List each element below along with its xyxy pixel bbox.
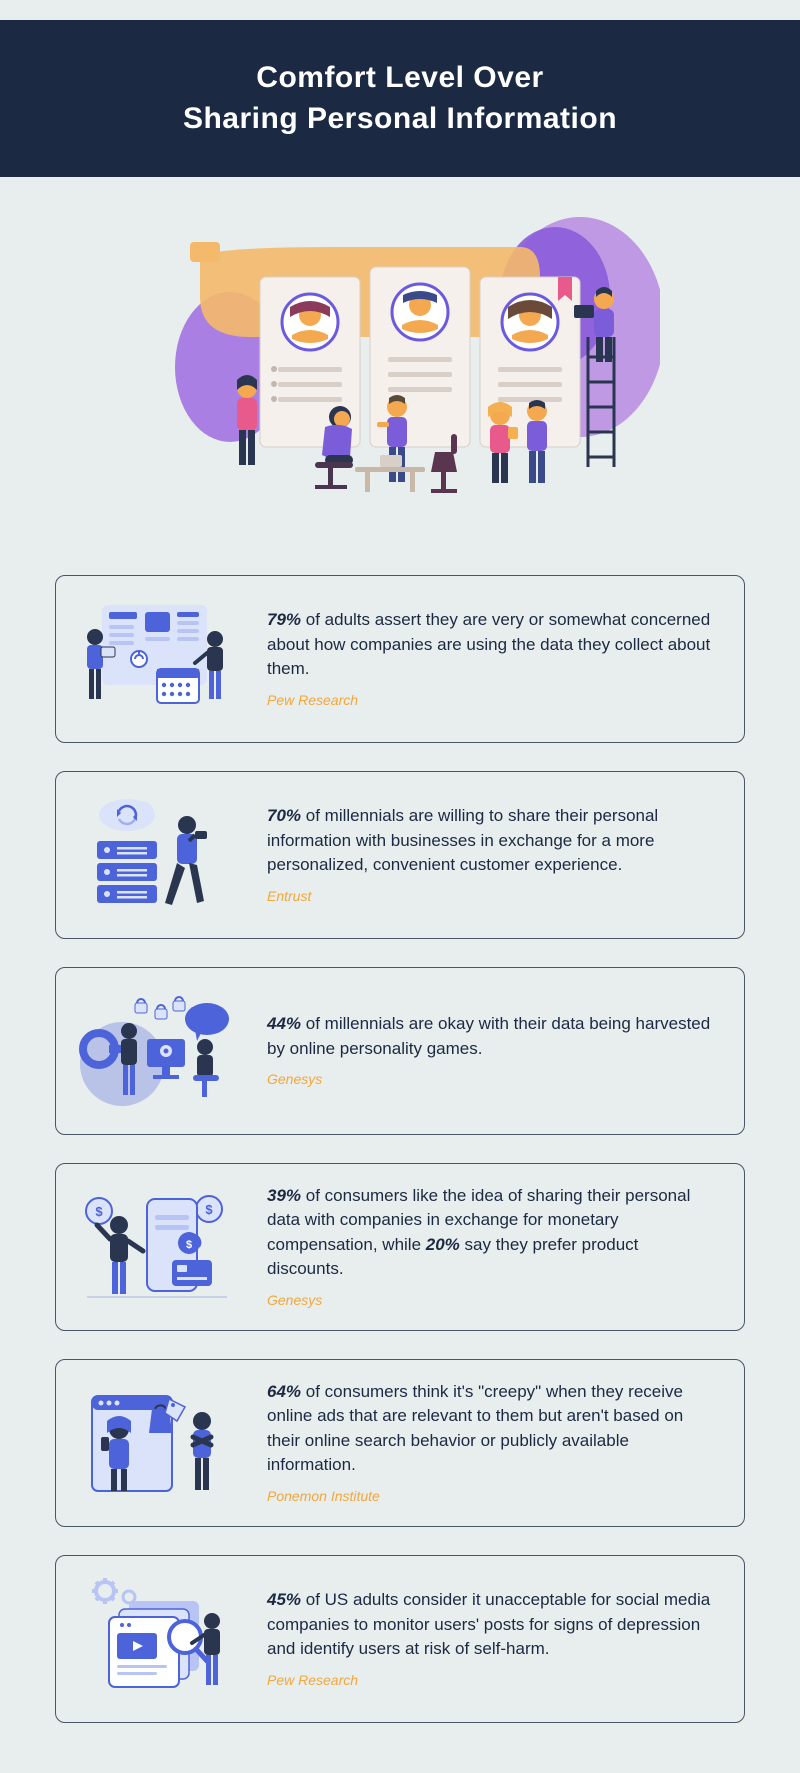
card-illustration [74, 790, 239, 920]
card-illustration [74, 594, 239, 724]
page-header: Comfort Level Over Sharing Personal Info… [0, 20, 800, 177]
stat-value: 44% [267, 1014, 301, 1033]
stat-card: 45% of US adults consider it unacceptabl… [55, 1555, 745, 1723]
stat-source: Genesys [267, 1290, 714, 1310]
svg-text:$: $ [95, 1204, 103, 1219]
card-body: 44% of millennials are okay with their d… [267, 1012, 714, 1090]
stat-text: of consumers think it's "creepy" when th… [267, 1382, 683, 1475]
stat-card: 79% of adults assert they are very or so… [55, 575, 745, 743]
card-illustration [74, 1378, 239, 1508]
stat-source: Ponemon Institute [267, 1486, 714, 1506]
hero-illustration [0, 177, 800, 547]
header-line-1: Comfort Level Over [20, 58, 780, 99]
stat-card: 70% of millennials are willing to share … [55, 771, 745, 939]
stat-source: Entrust [267, 886, 714, 906]
card-body: 45% of US adults consider it unacceptabl… [267, 1588, 714, 1690]
card-illustration [74, 1574, 239, 1704]
stat-value: 64% [267, 1382, 301, 1401]
stat-value-2: 20% [426, 1235, 460, 1254]
stat-card: $ $ $ [55, 1163, 745, 1331]
stat-text: of US adults consider it unacceptable fo… [267, 1590, 710, 1658]
stat-card: 64% of consumers think it's "creepy" whe… [55, 1359, 745, 1527]
card-body: 79% of adults assert they are very or so… [267, 608, 714, 710]
card-body: 64% of consumers think it's "creepy" whe… [267, 1380, 714, 1507]
card-illustration [74, 986, 239, 1116]
stat-source: Genesys [267, 1069, 714, 1089]
card-illustration: $ $ $ [74, 1182, 239, 1312]
card-body: 70% of millennials are willing to share … [267, 804, 714, 906]
stat-value: 45% [267, 1590, 301, 1609]
stat-text: of adults assert they are very or somewh… [267, 610, 710, 678]
stat-value: 39% [267, 1186, 301, 1205]
card-body: 39% of consumers like the idea of sharin… [267, 1184, 714, 1311]
stat-value: 70% [267, 806, 301, 825]
stat-text: of millennials are willing to share thei… [267, 806, 658, 874]
header-line-2: Sharing Personal Information [20, 99, 780, 140]
cards-container: 79% of adults assert they are very or so… [0, 575, 800, 1773]
stat-text: of millennials are okay with their data … [267, 1014, 710, 1058]
svg-text:$: $ [205, 1202, 213, 1217]
stat-value: 79% [267, 610, 301, 629]
stat-card: 44% of millennials are okay with their d… [55, 967, 745, 1135]
svg-text:$: $ [185, 1239, 191, 1251]
stat-source: Pew Research [267, 690, 714, 710]
stat-source: Pew Research [267, 1670, 714, 1690]
